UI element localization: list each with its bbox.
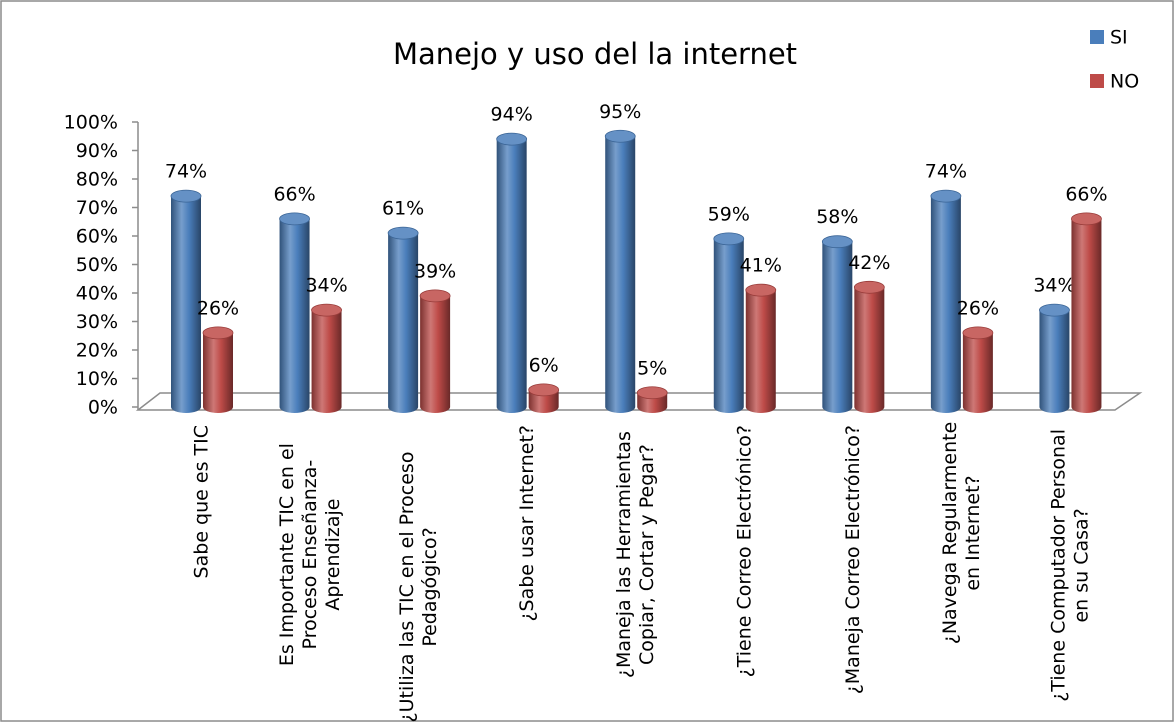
y-tick-label: 100% bbox=[64, 112, 118, 134]
x-tick-label: Proceso Enseñanza- bbox=[299, 460, 321, 650]
x-tick-label: ¿Navega Regularmente bbox=[939, 422, 961, 645]
value-label: 26% bbox=[957, 297, 999, 319]
bar bbox=[930, 196, 961, 413]
bar bbox=[420, 295, 451, 413]
legend-label: SI bbox=[1110, 27, 1128, 49]
value-label: 66% bbox=[1065, 183, 1107, 205]
y-tick-label: 10% bbox=[76, 368, 118, 390]
bar-top bbox=[962, 326, 994, 340]
x-tick-label: Es Importante TIC en el bbox=[276, 443, 298, 666]
bar bbox=[388, 233, 419, 413]
x-tick-label: ¿Utiliza las TIC en el Proceso bbox=[396, 452, 418, 723]
x-tick-label: Sabe que es TIC bbox=[191, 425, 213, 578]
bar bbox=[203, 332, 233, 413]
value-label: 94% bbox=[491, 104, 533, 126]
x-tick-label: ¿Sabe usar Internet? bbox=[516, 425, 538, 622]
value-label: 34% bbox=[1033, 275, 1075, 297]
legend-swatch bbox=[1090, 30, 1104, 44]
x-tick-label: ¿Tiene Correo Electrónico? bbox=[733, 425, 755, 677]
bar-top bbox=[853, 280, 885, 294]
bar bbox=[1039, 310, 1070, 413]
value-label: 74% bbox=[925, 161, 967, 183]
y-tick-label: 60% bbox=[76, 226, 118, 248]
bar-top bbox=[713, 232, 745, 246]
bar bbox=[171, 196, 201, 413]
bar-top bbox=[387, 226, 419, 240]
y-tick-label: 90% bbox=[76, 140, 118, 162]
bar-top bbox=[930, 189, 962, 203]
value-label: 74% bbox=[165, 161, 207, 183]
bar-top bbox=[202, 326, 234, 340]
bar-top bbox=[636, 386, 668, 400]
bar-top bbox=[604, 129, 636, 143]
y-tick-label: 40% bbox=[76, 283, 118, 305]
value-label: 58% bbox=[816, 206, 858, 228]
bar-top bbox=[496, 132, 528, 146]
x-tick-label: Copiar, Cortar y Pegar? bbox=[636, 444, 658, 665]
x-tick-label: en su Casa? bbox=[1070, 508, 1092, 622]
x-tick-label: en Internet? bbox=[962, 475, 984, 590]
bar bbox=[745, 290, 776, 413]
legend-swatch bbox=[1090, 74, 1104, 88]
value-label: 34% bbox=[305, 275, 347, 297]
value-label: 26% bbox=[197, 297, 239, 319]
bar-top bbox=[1071, 212, 1102, 226]
y-tick-label: 0% bbox=[88, 397, 118, 419]
value-label: 41% bbox=[740, 255, 782, 277]
bar bbox=[854, 287, 885, 413]
bar-top bbox=[821, 235, 853, 249]
bar bbox=[713, 238, 744, 413]
chart-title: Manejo y uso del la internet bbox=[393, 37, 797, 71]
y-tick-label: 20% bbox=[76, 340, 118, 362]
value-label: 6% bbox=[529, 354, 559, 376]
y-tick-label: 70% bbox=[76, 197, 118, 219]
bar bbox=[311, 310, 342, 413]
value-label: 61% bbox=[382, 198, 424, 220]
bar bbox=[496, 139, 527, 413]
bar-top bbox=[170, 189, 202, 203]
value-label: 66% bbox=[273, 183, 315, 205]
x-tick-label: ¿Tiene Computador Personal bbox=[1047, 429, 1069, 702]
value-label: 95% bbox=[599, 101, 641, 123]
value-label: 42% bbox=[848, 252, 890, 274]
y-tick-label: 30% bbox=[76, 311, 118, 333]
x-tick-label: ¿Maneja las Herramientas bbox=[613, 431, 635, 678]
bar-top bbox=[745, 283, 777, 297]
bar bbox=[279, 218, 310, 413]
bar-top bbox=[311, 303, 342, 317]
bar-top bbox=[1039, 303, 1070, 317]
y-tick-label: 50% bbox=[76, 254, 118, 276]
bar bbox=[528, 389, 559, 413]
value-label: 5% bbox=[637, 357, 667, 379]
y-tick-label: 80% bbox=[76, 169, 118, 191]
x-tick-label: ¿Maneja Correo Electrónico? bbox=[842, 425, 864, 694]
bar bbox=[822, 241, 853, 413]
bar bbox=[962, 332, 993, 413]
bar-top bbox=[279, 212, 310, 226]
value-label: 59% bbox=[708, 203, 750, 225]
x-tick-label: Aprendizaje bbox=[322, 499, 344, 611]
bar bbox=[1071, 218, 1102, 413]
floor bbox=[135, 392, 1143, 411]
bar-top bbox=[528, 383, 560, 397]
bar-top bbox=[419, 289, 451, 303]
legend-label: NO bbox=[1110, 71, 1139, 93]
value-label: 39% bbox=[414, 260, 456, 282]
bar bbox=[605, 136, 636, 413]
x-tick-label: Pedagógico? bbox=[419, 527, 441, 646]
